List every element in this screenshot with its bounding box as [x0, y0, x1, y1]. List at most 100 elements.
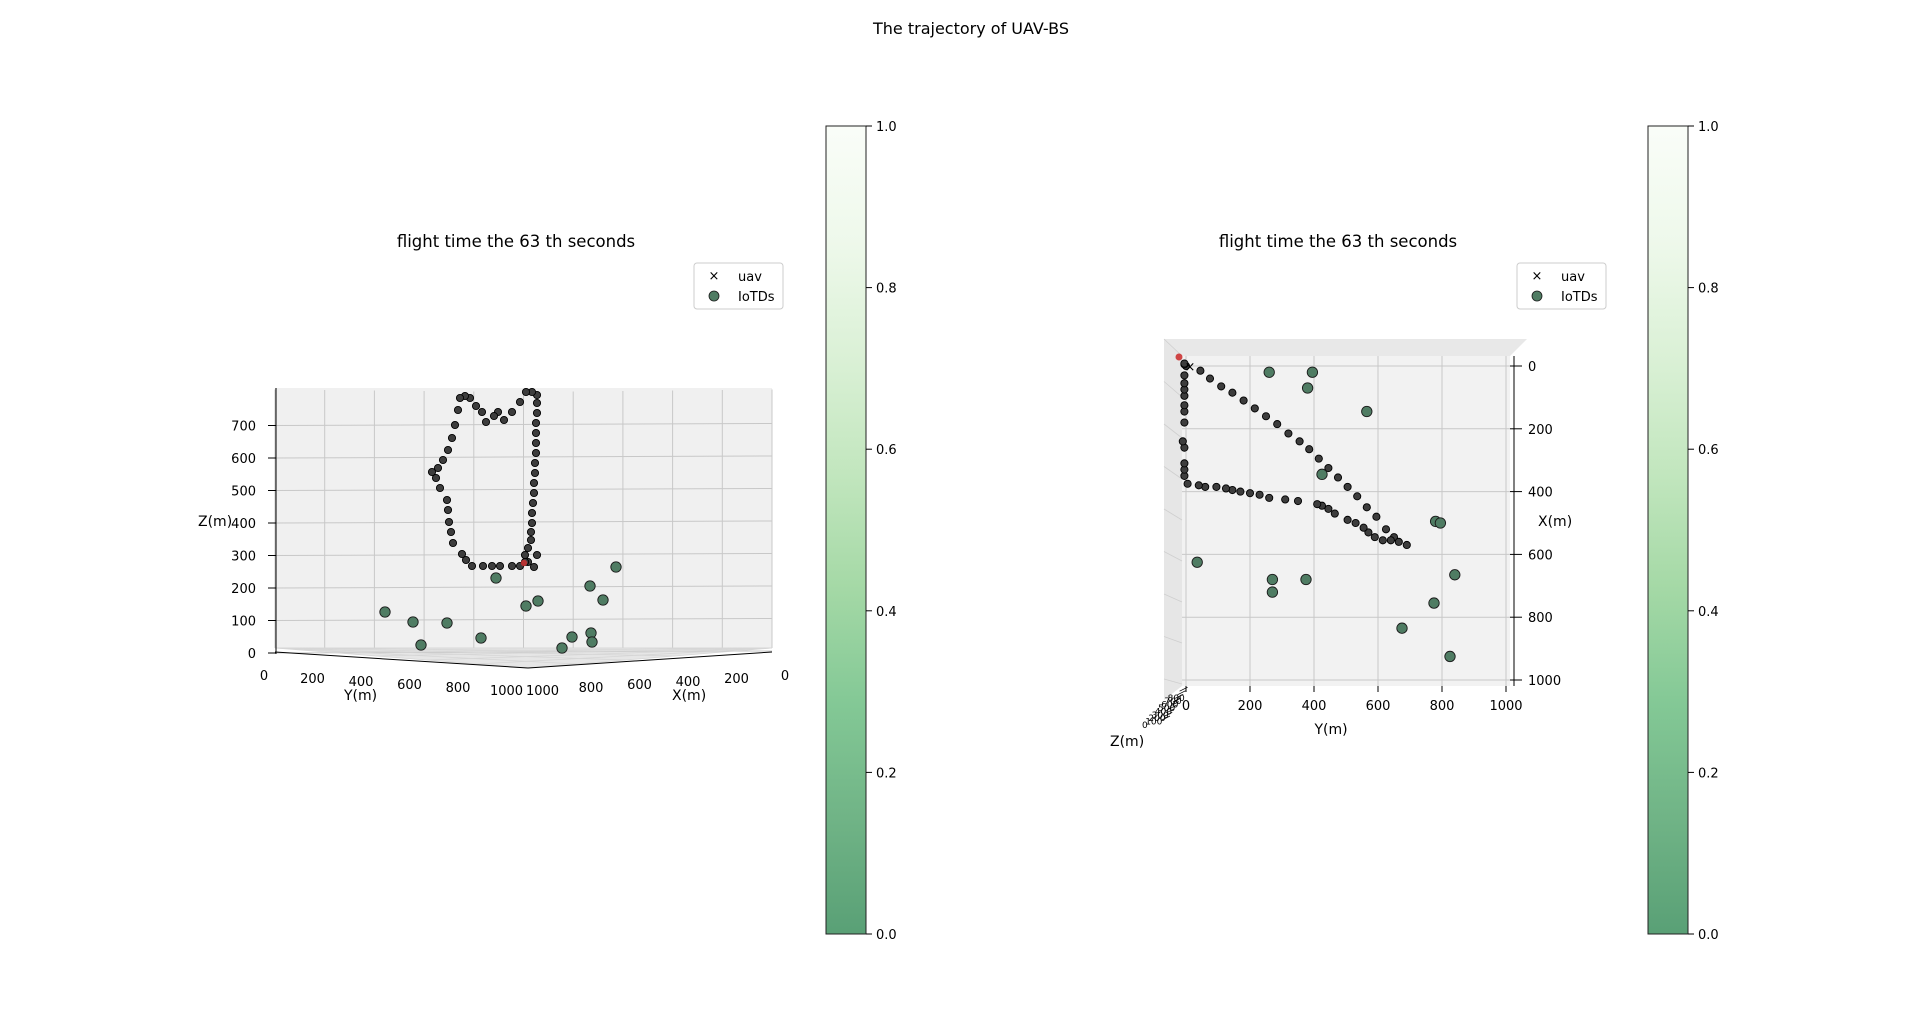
- left-iotd-point: [520, 600, 532, 612]
- right-trajectory-point: [1212, 482, 1221, 491]
- right-trajectory-point: [1364, 528, 1373, 537]
- left-z-tick-label: 700: [231, 420, 256, 435]
- right-trajectory-point: [1196, 366, 1205, 375]
- left-plot-title: flight time the 63 th seconds: [397, 232, 635, 251]
- right-x-tick-label: 0: [1528, 360, 1536, 375]
- right-trajectory-point: [1362, 503, 1371, 512]
- left-x-axis-label: X(m): [672, 688, 706, 704]
- left-trajectory-point: [529, 478, 539, 488]
- left-x-tick-label: 200: [724, 672, 749, 687]
- left-floor-grid-line: [325, 647, 773, 653]
- left-trajectory-point: [447, 433, 457, 443]
- right-trajectory-point: [1250, 404, 1259, 413]
- right-y-axis-label: Y(m): [1313, 722, 1347, 738]
- right-iotd-point: [1300, 573, 1312, 586]
- right-side-pane: [1164, 339, 1182, 700]
- left-y-tick-label: 200: [300, 672, 325, 687]
- right-iotd-point: [1266, 573, 1279, 586]
- left-iotd-point: [407, 616, 419, 628]
- right-trajectory-point: [1313, 500, 1322, 509]
- right-iotd-point: [1306, 366, 1319, 378]
- left-colorbar-tick-label: 0.6: [876, 443, 897, 458]
- right-iotd-point: [1301, 382, 1314, 394]
- left-trajectory-point: [471, 401, 481, 411]
- right-iotd-point: [1449, 569, 1461, 581]
- left-trajectory-point: [531, 438, 541, 448]
- right-z-tick-mark: [1177, 690, 1186, 696]
- left-z-tick-label: 300: [231, 550, 256, 565]
- left-z-tick-label: 0: [248, 647, 256, 662]
- left-trajectory-point: [487, 561, 497, 571]
- figure-suptitle: The trajectory of UAV-BS: [872, 19, 1069, 38]
- right-z-tick-mark: [1179, 686, 1188, 692]
- left-colorbar-bar: [825, 125, 867, 935]
- left-iotd-point: [441, 617, 453, 629]
- left-trajectory-point: [455, 393, 465, 403]
- right-z-tick-label: 400: [1155, 707, 1172, 717]
- right-trajectory-point: [1359, 523, 1368, 532]
- right-trajectory-point: [1183, 479, 1192, 488]
- right-trajectory-point: [1281, 495, 1290, 504]
- right-iotd-point: [1444, 650, 1456, 663]
- right-trajectory-points: [1178, 359, 1411, 550]
- left-floor-grid-line: [274, 647, 675, 657]
- left-grid-line: [274, 423, 773, 426]
- left-legend-uav-label: uav: [738, 270, 762, 285]
- right-z-tick-label: 800: [1168, 694, 1185, 704]
- right-y-tick-label: 1000: [1489, 699, 1522, 714]
- right-x-tick-label: 200: [1528, 423, 1553, 438]
- left-grid-line: [274, 520, 773, 524]
- right-x-axis-ticks: 0 200 400 600 800 1000: [1510, 356, 1561, 689]
- left-trajectory-point: [443, 445, 453, 455]
- right-trajectory-point: [1293, 496, 1303, 506]
- right-grid: [1163, 338, 1510, 686]
- left-x-tick-label: 400: [676, 675, 701, 690]
- right-z-tick-mark: [1161, 715, 1171, 721]
- right-z-tick-label: 200: [1148, 714, 1165, 724]
- right-trajectory-point: [1245, 489, 1255, 498]
- left-trajectory-point: [495, 561, 505, 571]
- right-z-axis-label: Z(m): [1110, 734, 1144, 750]
- left-trajectory-point: [489, 411, 499, 421]
- left-z-tick-label: 400: [231, 517, 256, 532]
- left-y-axis-label: Y(m): [343, 688, 377, 704]
- left-trajectory-point: [481, 417, 491, 427]
- left-trajectory-point: [478, 561, 488, 571]
- right-trajectory-point: [1295, 437, 1304, 446]
- left-trajectory-point: [532, 408, 542, 418]
- left-trajectory-point: [507, 407, 517, 417]
- left-iotd-points: [379, 561, 622, 654]
- left-trajectory-point: [446, 527, 456, 537]
- left-x-tick-label: 800: [579, 681, 604, 696]
- left-iotd-point: [584, 580, 596, 592]
- right-z-tick-label: 300: [1152, 711, 1169, 721]
- right-trajectory-point: [1261, 412, 1271, 421]
- left-grid: [274, 389, 773, 669]
- left-y-tick-label: 1000: [490, 684, 523, 699]
- left-grid-line: [274, 455, 773, 459]
- right-colorbar-tick-label: 0.4: [1698, 605, 1719, 620]
- left-trajectory-point: [442, 495, 452, 505]
- left-trajectory-point: [529, 488, 539, 498]
- right-trajectory-point: [1180, 379, 1189, 388]
- left-iotd-point: [475, 632, 487, 644]
- right-colorbar: 0.0 0.2 0.4 0.6 0.8 1.0: [1647, 120, 1719, 943]
- left-legend: × uav IoTDs: [693, 262, 784, 310]
- right-trajectory-point: [1178, 437, 1187, 446]
- right-z-tick-mark: [1172, 697, 1182, 703]
- left-trajectory-point: [427, 467, 437, 477]
- right-trajectory-point: [1221, 484, 1231, 493]
- left-floor-grid-line: [527, 647, 773, 669]
- left-legend-uav-marker: ×: [709, 269, 720, 284]
- left-trajectory-point: [527, 508, 537, 518]
- right-trajectory-point: [1265, 493, 1274, 502]
- left-trajectory-point: [515, 397, 525, 407]
- left-colorbar-tick-label: 0.8: [876, 282, 897, 297]
- left-colorbar-tick-label: 0.0: [876, 928, 897, 943]
- left-trajectory-point: [528, 498, 538, 508]
- left-uav-position: [520, 559, 528, 567]
- right-3d-plot: flight time the 63 th seconds 0 200 400 600…: [1110, 232, 1607, 750]
- right-trajectory-point: [1351, 518, 1360, 528]
